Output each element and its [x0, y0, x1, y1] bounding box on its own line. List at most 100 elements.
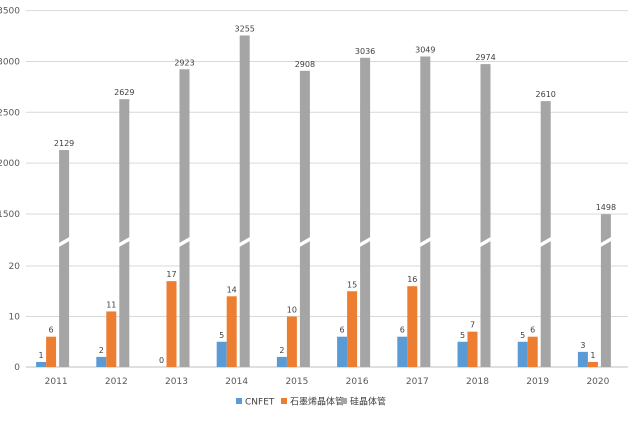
bar-graphene: [587, 361, 598, 367]
data-label: 2: [99, 346, 104, 355]
data-labels: 1621292112629017292351432552102908615303…: [39, 25, 617, 365]
axis-break-mark: [57, 236, 72, 248]
legend: CNFET 石墨烯晶体管 硅晶体管: [236, 396, 386, 408]
data-label: 2923: [174, 58, 194, 67]
data-label: 3049: [415, 45, 435, 54]
bar-graphene: [106, 311, 117, 367]
axis-break-mark: [478, 236, 493, 248]
data-label: 6: [340, 326, 345, 335]
x-axis-tick-labels: 2011 2012 2013 2014 2015 2016 2017 2018 2019 2020: [45, 377, 610, 387]
data-label: 6: [49, 326, 54, 335]
axis-break-mark: [177, 236, 192, 248]
data-label: 1498: [596, 203, 616, 212]
bar-cnfet: [577, 351, 588, 367]
data-label: 2629: [114, 88, 134, 97]
x-tick-label: 2012: [105, 377, 128, 387]
bar-graphene: [226, 296, 237, 367]
data-label: 0: [159, 356, 164, 365]
bar-cnfet: [517, 341, 528, 367]
x-tick-label: 2011: [45, 377, 68, 387]
axis-break-mark: [117, 236, 132, 248]
legend-swatch: [236, 398, 242, 404]
bar-graphene: [407, 286, 418, 367]
data-label: 1: [590, 351, 595, 360]
data-label: 3036: [355, 47, 375, 56]
legend-swatch: [281, 398, 287, 404]
data-label: 2: [279, 346, 284, 355]
bar-cnfet: [457, 341, 468, 367]
bar-cnfet: [276, 356, 287, 367]
data-label: 11: [106, 300, 116, 309]
x-tick-label: 2019: [526, 377, 549, 387]
x-tick-label: 2016: [346, 377, 369, 387]
bar-silicon: [299, 70, 310, 367]
data-label: 6: [400, 326, 405, 335]
data-label: 5: [219, 331, 224, 340]
axis-break-mark: [598, 236, 613, 248]
axis-break-mark: [418, 236, 433, 248]
y-tick-label: 3500: [0, 7, 20, 17]
bars: [36, 35, 613, 368]
legend-label: 硅晶体管: [350, 396, 386, 408]
data-label: 17: [166, 270, 176, 279]
legend-label: CNFET: [245, 398, 275, 408]
axis-break-mark: [538, 236, 553, 248]
bar-cnfet: [216, 341, 227, 367]
data-label: 5: [460, 331, 465, 340]
data-label: 14: [227, 285, 237, 294]
x-tick-label: 2013: [165, 377, 188, 387]
bar-silicon: [360, 57, 371, 368]
data-label: 15: [347, 280, 357, 289]
y-tick-label: 2000: [0, 159, 20, 169]
data-label: 2610: [536, 90, 556, 99]
axis-break-mark: [237, 236, 252, 248]
data-label: 6: [530, 326, 535, 335]
data-label: 7: [470, 321, 475, 330]
x-tick-label: 2017: [406, 377, 429, 387]
bar-silicon: [119, 99, 130, 368]
data-label: 2129: [54, 139, 74, 148]
y-tick-label: 0: [14, 363, 20, 373]
bar-cnfet: [36, 361, 47, 367]
legend-label: 石墨烯晶体管: [290, 396, 344, 408]
data-label: 10: [287, 306, 297, 315]
bar-graphene: [347, 291, 358, 367]
y-tick-label: 2500: [0, 108, 20, 118]
y-tick-label: 20: [9, 262, 21, 272]
legend-swatch: [341, 398, 347, 404]
x-tick-label: 2018: [466, 377, 489, 387]
y-tick-label: 1500: [0, 210, 20, 220]
bar-silicon: [179, 69, 190, 368]
bar-silicon: [540, 101, 551, 367]
data-label: 3: [580, 341, 585, 350]
axis-break-mark: [297, 236, 312, 248]
bar-cnfet: [337, 336, 348, 367]
bar-silicon: [420, 56, 431, 367]
x-tick-label: 2020: [586, 377, 609, 387]
x-tick-label: 2015: [285, 377, 308, 387]
y-tick-label: 3000: [0, 57, 20, 67]
bar-graphene: [467, 331, 478, 367]
y-tick-label: 10: [9, 313, 21, 323]
data-label: 16: [407, 275, 417, 284]
bar-silicon: [59, 150, 70, 367]
data-label: 2974: [475, 53, 495, 62]
data-label: 2908: [295, 60, 315, 69]
bar-cnfet: [96, 356, 107, 367]
bar-silicon: [600, 214, 611, 367]
bar-graphene: [46, 336, 57, 367]
x-tick-label: 2014: [225, 377, 248, 387]
bar-cnfet: [397, 336, 408, 367]
bar-silicon: [480, 64, 491, 367]
data-label: 3255: [235, 25, 255, 34]
data-label: 5: [520, 331, 525, 340]
y-axis-tick-labels: 0 10 20 1500 2000 2500 3000 3500: [0, 7, 20, 373]
bar-graphene: [527, 336, 538, 367]
axis-break-mark: [358, 236, 373, 248]
data-label: 1: [39, 351, 44, 360]
bar-silicon: [239, 35, 250, 367]
bar-graphene: [286, 316, 297, 367]
bar-graphene: [166, 281, 177, 367]
